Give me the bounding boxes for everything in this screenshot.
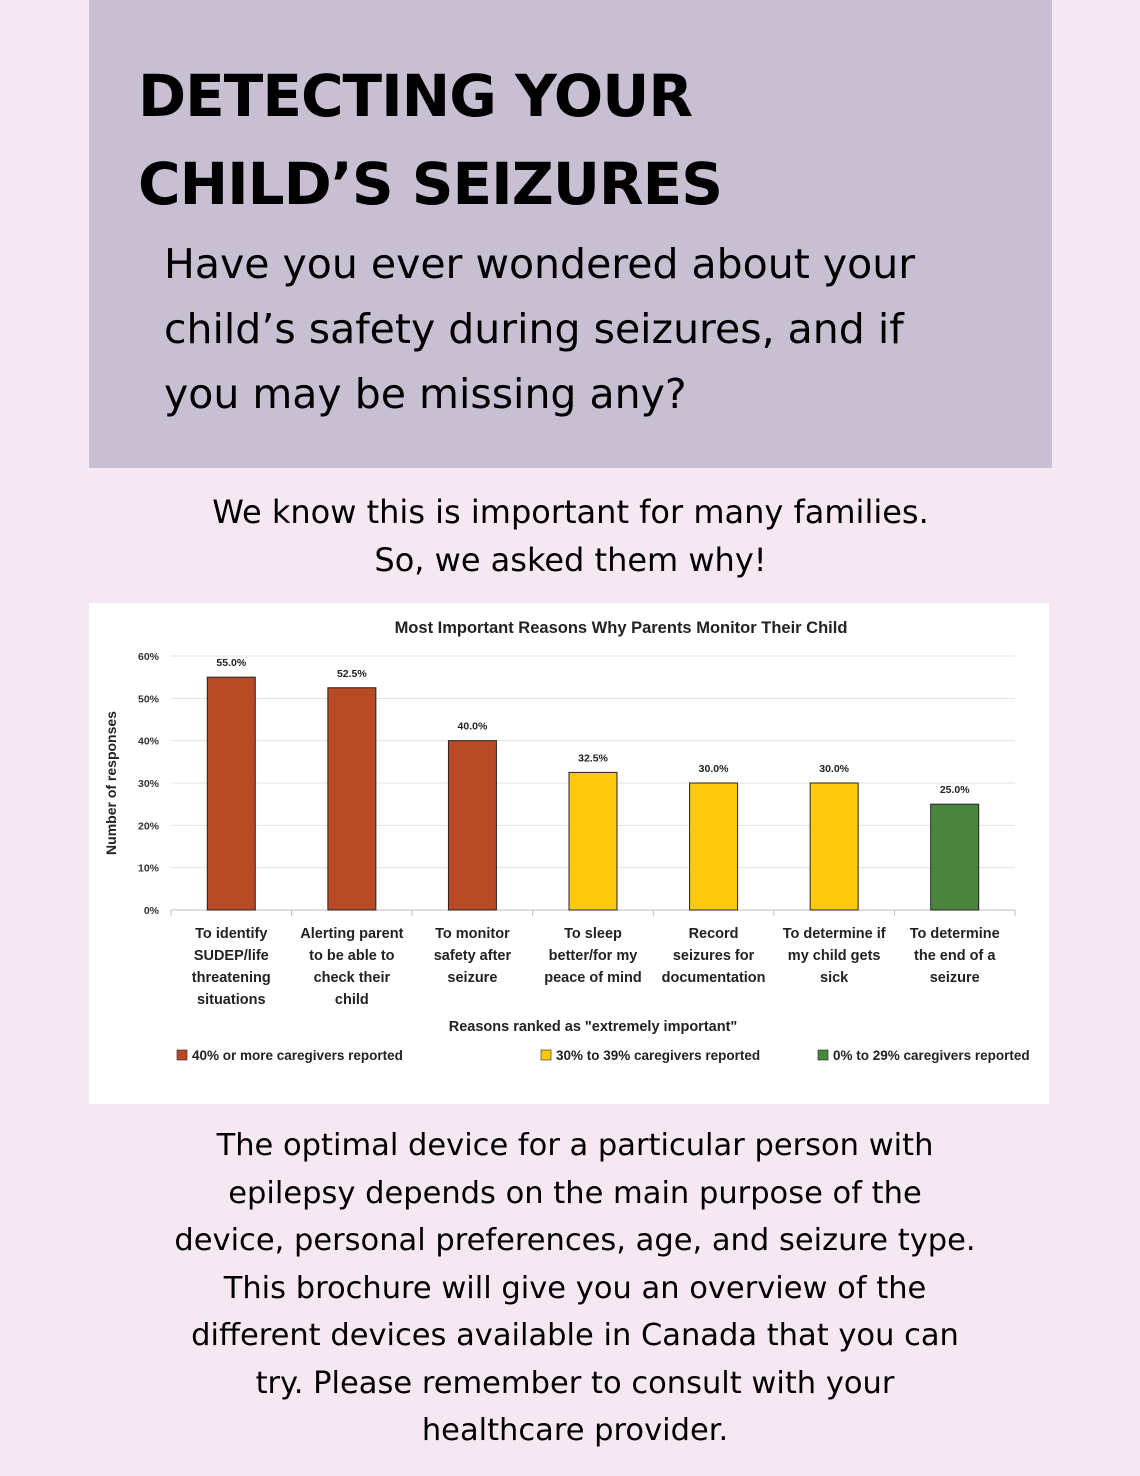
x-tick-label-line: my child gets — [788, 948, 881, 964]
legend-swatch — [540, 1049, 552, 1061]
legend-swatch — [176, 1049, 188, 1061]
value-label: 52.5% — [337, 668, 367, 680]
value-label: 25.0% — [940, 784, 970, 796]
intro-question: Have you ever wondered about your child’… — [164, 232, 1034, 427]
x-tick-label-line: To monitor — [435, 926, 510, 942]
intro-line-1: Have you ever wondered about your — [164, 240, 916, 288]
x-tick-label: To identify SUDEP/life threatening situatio… — [192, 926, 271, 1008]
y-tick-label: 60% — [138, 651, 160, 663]
legend-label: 0% to 29% caregivers reported — [833, 1048, 1030, 1063]
y-tick-label: 50% — [138, 693, 160, 705]
subtitle: We know this is important for many famil… — [89, 488, 1052, 584]
x-tick-label-line: peace of mind — [544, 970, 642, 986]
x-tick-label: Record seizures for documentation — [662, 926, 766, 986]
header-panel — [89, 0, 1052, 468]
footer-line-6: try. Please remember to consult with you… — [255, 1365, 895, 1401]
x-tick-label-line: seizures for — [673, 948, 755, 964]
y-axis-title: Number of responses — [103, 711, 119, 855]
footer-line-7: healthcare provider. — [421, 1413, 729, 1448]
x-tick-label-line: documentation — [662, 970, 766, 986]
x-tick-label: To determine if my child gets sick — [783, 926, 886, 986]
bar — [930, 803, 980, 911]
bar — [327, 687, 377, 911]
legend-swatch — [817, 1049, 829, 1061]
subtitle-line-2: So, we asked them why! — [374, 541, 767, 579]
bar-chart: Most Important Reasons Why Parents Monit… — [103, 619, 1030, 1063]
intro-line-3: you may be missing any? — [164, 370, 687, 418]
x-tick-label-line: child — [335, 992, 369, 1008]
x-tick-label-line: Record — [689, 926, 739, 942]
footer-line-1: The optimal device for a particular pers… — [216, 1128, 934, 1163]
y-tick-label: 40% — [138, 736, 160, 748]
footer-line-4: This brochure will give you an overview … — [223, 1270, 927, 1306]
x-tick-label-line: seizure — [930, 970, 980, 986]
x-tick-label-line: To determine — [910, 926, 1000, 942]
x-tick-label-line: To identify — [195, 926, 267, 942]
x-axis-title: Reasons ranked as "extremely important" — [449, 1019, 738, 1035]
x-tick-label: To monitor safety after seizure — [434, 926, 512, 986]
bar — [206, 676, 256, 911]
page-title: DETECTING YOUR CHILD’S SEIZURES — [138, 52, 723, 228]
chart-title: Most Important Reasons Why Parents Monit… — [395, 619, 848, 637]
x-tick-label-line: seizure — [447, 970, 497, 986]
x-tick-label-line: better/for my — [549, 948, 638, 964]
x-tick-label: To sleep better/for my peace of mind — [544, 926, 642, 986]
footer-text: The optimal device for a particular pers… — [110, 1122, 1040, 1455]
value-label: 55.0% — [216, 657, 246, 669]
footer-line-3: device, personal preferences, age, and s… — [174, 1223, 976, 1258]
bar — [809, 782, 859, 911]
legend-label: 40% or more caregivers reported — [192, 1048, 403, 1063]
chart-panel: Most Important Reasons Why Parents Monit… — [89, 603, 1049, 1104]
footer-line-5: different devices available in Canada th… — [191, 1318, 959, 1353]
value-label: 32.5% — [578, 752, 608, 764]
y-tick-label: 30% — [138, 778, 160, 790]
x-tick-label-line: to be able to — [309, 948, 395, 964]
y-tick-label: 10% — [138, 863, 160, 875]
legend-label: 30% to 39% caregivers reported — [556, 1048, 760, 1063]
bar — [689, 782, 739, 911]
x-tick-label-line: the end of a — [914, 948, 996, 964]
subtitle-line-1: We know this is important for many famil… — [212, 493, 929, 531]
x-tick-label: Alerting parent to be able to check their c… — [300, 926, 403, 1008]
y-tick-label: 20% — [138, 820, 160, 832]
x-tick-label-line: To sleep — [564, 926, 622, 942]
x-tick-label-line: To determine if — [783, 926, 886, 942]
x-tick-label-line: check their — [314, 970, 391, 986]
x-tick-label-line: safety after — [434, 948, 512, 964]
value-label: 30.0% — [819, 763, 849, 775]
value-label: 30.0% — [699, 763, 729, 775]
x-tick-label-line: SUDEP/life — [194, 948, 269, 964]
footer-line-2: epilepsy depends on the main purpose of … — [228, 1175, 922, 1211]
value-label: 40.0% — [458, 721, 488, 733]
bar — [447, 740, 497, 911]
bar — [568, 771, 618, 911]
x-tick-label: To determine the end of a seizure — [910, 926, 1000, 986]
x-tick-label-line: situations — [197, 992, 265, 1008]
x-tick-label-line: threatening — [192, 970, 271, 986]
title-line-2: CHILD’S SEIZURES — [138, 150, 723, 218]
intro-line-2: child’s safety during seizures, and if — [164, 305, 904, 353]
y-tick-label: 0% — [144, 905, 160, 917]
title-line-1: DETECTING YOUR — [138, 62, 693, 130]
x-tick-label-line: Alerting parent — [300, 926, 403, 942]
x-tick-label-line: sick — [820, 970, 849, 986]
